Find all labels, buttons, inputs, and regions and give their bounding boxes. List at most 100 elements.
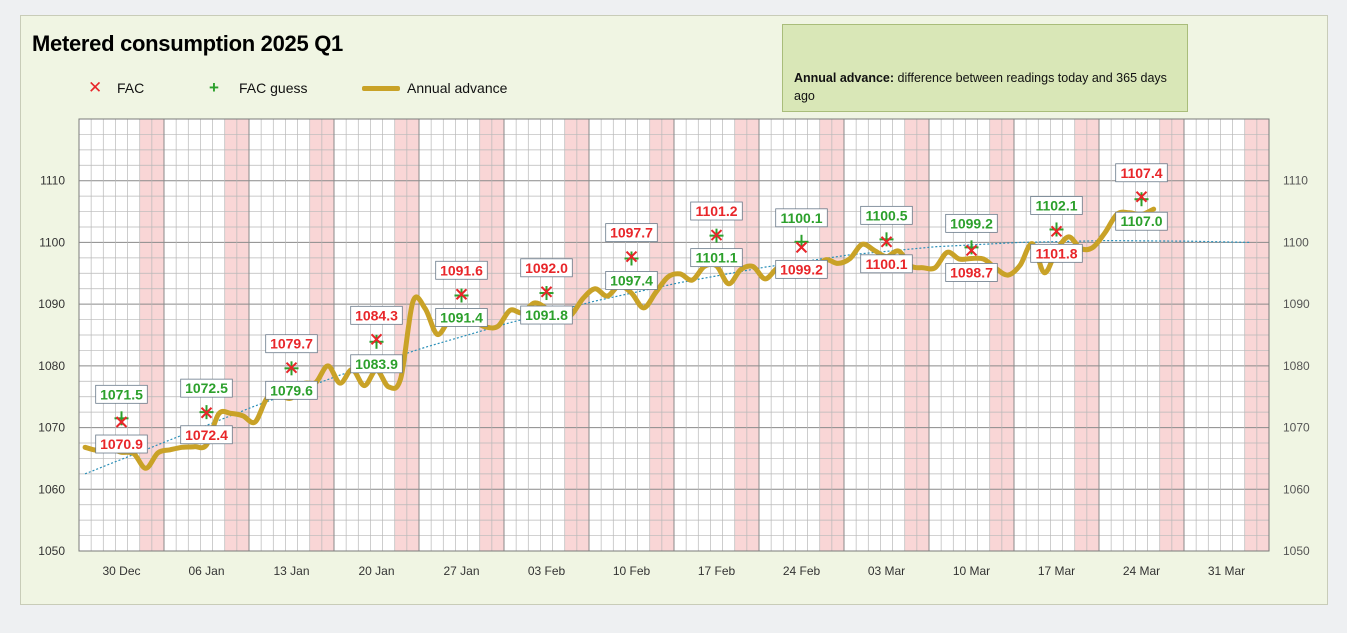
fac-guess-data-label-box (435, 308, 488, 327)
x-tick-label: 13 Jan (273, 564, 309, 578)
fac-guess-data-label: 1101.1 (695, 250, 737, 266)
fac-data-label: 1079.7 (270, 336, 313, 352)
fac-guess-data-label: 1102.1 (1035, 197, 1077, 213)
fac-data-label: 1099.2 (780, 261, 823, 277)
fac-data-label: 1107.4 (1120, 165, 1162, 181)
y-tick-label-left: 1100 (39, 235, 65, 249)
chart-title: Metered consumption 2025 Q1 (32, 31, 343, 56)
x-tick-label: 10 Feb (613, 564, 651, 578)
x-tick-label: 30 Dec (102, 564, 140, 578)
fac-marker (370, 333, 383, 346)
fac-data-label: 1098.7 (950, 264, 993, 280)
fac-marker (285, 362, 298, 374)
fac-data-label: 1097.7 (610, 225, 653, 241)
x-tick-label: 31 Mar (1208, 564, 1245, 578)
annotation-text: difference between readings today and 36… (794, 71, 1167, 103)
y-tick-label-left: 1070 (38, 421, 65, 435)
fac-data-label-box (1030, 243, 1083, 263)
fac-marker (455, 288, 468, 300)
fac-marker (710, 229, 723, 241)
legend-fac-guess-label: FAC guess (239, 80, 308, 96)
fac-data-label-box (265, 334, 318, 354)
fac-guess-data-label: 1097.4 (610, 272, 653, 288)
fac-data-label-box (775, 259, 828, 279)
fac-data-label-box (945, 263, 998, 282)
legend-fac-guess-marker-icon: + (209, 78, 219, 97)
fac-guess-data-label-box (265, 380, 318, 400)
legend-fac-marker-icon: ✕ (88, 78, 103, 97)
fac-guess-data-label: 1091.8 (525, 307, 568, 323)
annotation-box: Annual advance: difference between readi… (782, 24, 1188, 112)
fac-guess-data-label: 1100.1 (780, 210, 822, 226)
fac-guess-data-label-box (520, 305, 573, 325)
fac-guess-data-label: 1100.5 (865, 207, 907, 223)
fac-data-label: 1101.2 (695, 203, 737, 219)
fac-data-label-box (605, 223, 658, 243)
fac-guess-data-label: 1079.6 (270, 382, 313, 398)
x-tick-label: 17 Feb (698, 564, 736, 578)
y-tick-label-left: 1110 (40, 174, 65, 188)
fac-guess-data-label: 1091.4 (440, 310, 483, 326)
x-tick-label: 27 Jan (443, 564, 479, 578)
legend-annual-advance-line-icon (362, 86, 400, 91)
x-tick-label: 24 Mar (1123, 564, 1160, 578)
fac-guess-data-label: 1099.2 (950, 215, 993, 231)
fac-guess-data-label-box (775, 208, 828, 228)
fac-marker (625, 250, 638, 263)
x-tick-label: 03 Feb (528, 564, 566, 578)
annotation-label: Annual advance: (794, 71, 895, 85)
fac-guess-data-label-box (945, 213, 998, 233)
fac-guess-data-label: 1107.0 (1120, 213, 1162, 229)
fac-data-label-box (350, 305, 403, 325)
fac-data-label-box (180, 425, 233, 445)
x-tick-label: 20 Jan (358, 564, 394, 578)
fac-guess-data-label: 1072.5 (185, 380, 228, 396)
fac-data-label: 1092.0 (525, 260, 568, 276)
y-tick-label-left: 1080 (38, 359, 65, 373)
legend-fac-label: FAC (117, 80, 145, 96)
fac-marker (1135, 191, 1148, 203)
fac-guess-data-label-box (350, 354, 403, 374)
y-tick-label-left: 1050 (38, 544, 65, 558)
y-tick-label-right: 1070 (1283, 421, 1310, 435)
fac-data-label: 1091.6 (440, 262, 483, 278)
x-tick-label: 06 Jan (188, 564, 224, 578)
fac-guess-data-label-box (1030, 196, 1083, 215)
y-tick-label-right: 1050 (1283, 544, 1310, 558)
y-tick-label-left: 1060 (38, 482, 65, 496)
fac-guess-data-label-box (95, 384, 148, 404)
fac-guess-data-label-box (690, 248, 743, 268)
legend-annual-advance-label: Annual advance (407, 80, 508, 96)
fac-guess-data-label-box (605, 271, 658, 290)
x-tick-label: 10 Mar (953, 564, 990, 578)
fac-guess-data-label-box (180, 378, 233, 398)
fac-marker (200, 407, 213, 419)
y-tick-label-right: 1090 (1283, 297, 1310, 311)
fac-marker (795, 241, 808, 254)
y-tick-label-right: 1080 (1283, 359, 1310, 373)
fac-data-label-box (520, 258, 573, 278)
fac-data-label-box (1115, 163, 1168, 183)
fac-marker (1050, 225, 1063, 238)
fac-marker (540, 286, 553, 298)
y-tick-label-left: 1090 (38, 297, 65, 311)
plot-border (78, 118, 1270, 552)
fac-data-label-box (690, 201, 743, 221)
fac-data-label: 1100.1 (865, 256, 907, 272)
y-tick-label-right: 1060 (1283, 482, 1310, 496)
fac-marker (965, 244, 978, 257)
fac-data-label: 1101.8 (1035, 245, 1077, 261)
fac-marker (880, 236, 893, 248)
fac-guess-data-label: 1083.9 (355, 356, 398, 372)
fac-data-label-box (435, 260, 488, 280)
fac-marker (115, 416, 128, 428)
fac-guess-data-label-box (860, 205, 913, 225)
fac-data-label-box (860, 254, 913, 274)
y-tick-label-right: 1100 (1283, 235, 1309, 249)
fac-data-label: 1072.4 (185, 427, 228, 443)
fac-guess-data-label-box (1115, 211, 1168, 231)
y-tick-label-right: 1110 (1283, 174, 1308, 188)
x-tick-label: 17 Mar (1038, 564, 1075, 578)
fac-data-label: 1070.9 (100, 436, 143, 452)
